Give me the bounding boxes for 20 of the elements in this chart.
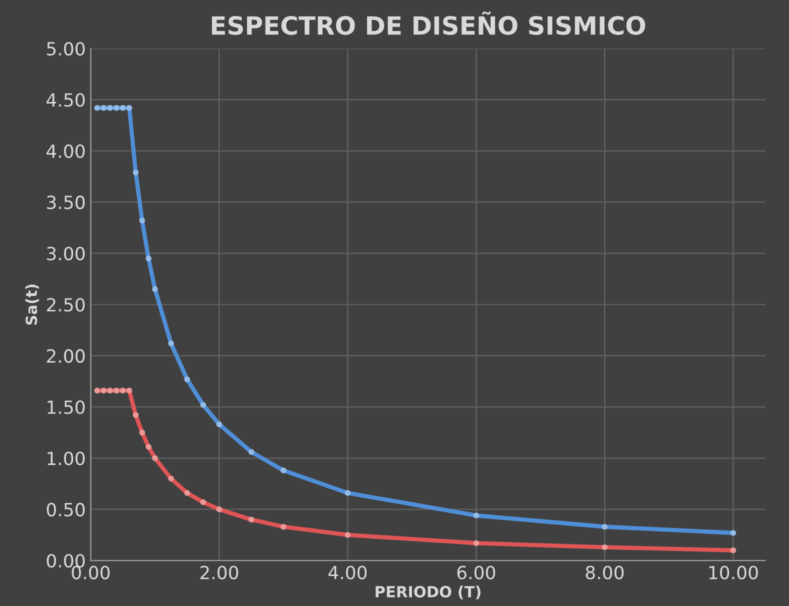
x-tick-label: 8.00 xyxy=(586,566,624,580)
x-tick-label: 0.00 xyxy=(72,566,110,580)
y-tick-label: 2.00 xyxy=(46,349,85,363)
x-tick-label: 2.00 xyxy=(200,566,238,580)
y-tick-label: 3.50 xyxy=(47,196,85,210)
y-tick-label: 1.00 xyxy=(48,452,85,466)
y-axis-title: Sa(t) xyxy=(25,284,39,325)
y-tick-label: 0.00 xyxy=(46,554,85,568)
x-tick-label: 6.00 xyxy=(457,566,496,580)
y-tick-label: 4.50 xyxy=(46,93,85,107)
y-tick-label: 2.50 xyxy=(46,298,85,312)
y-tick-label: 4.00 xyxy=(46,144,85,158)
y-tick-label: 0.50 xyxy=(46,502,85,516)
y-tick-label: 3.00 xyxy=(47,246,85,260)
chart-title: ESPECTRO DE DISEÑO SISMICO xyxy=(212,11,646,35)
y-tick-label: 1.50 xyxy=(48,400,85,414)
x-tick-label: 10.00 xyxy=(709,566,758,580)
x-tick-label: 4.00 xyxy=(328,566,367,580)
y-tick-label: 5.00 xyxy=(47,42,85,56)
x-axis-title: PERIODO (T) xyxy=(376,586,480,600)
